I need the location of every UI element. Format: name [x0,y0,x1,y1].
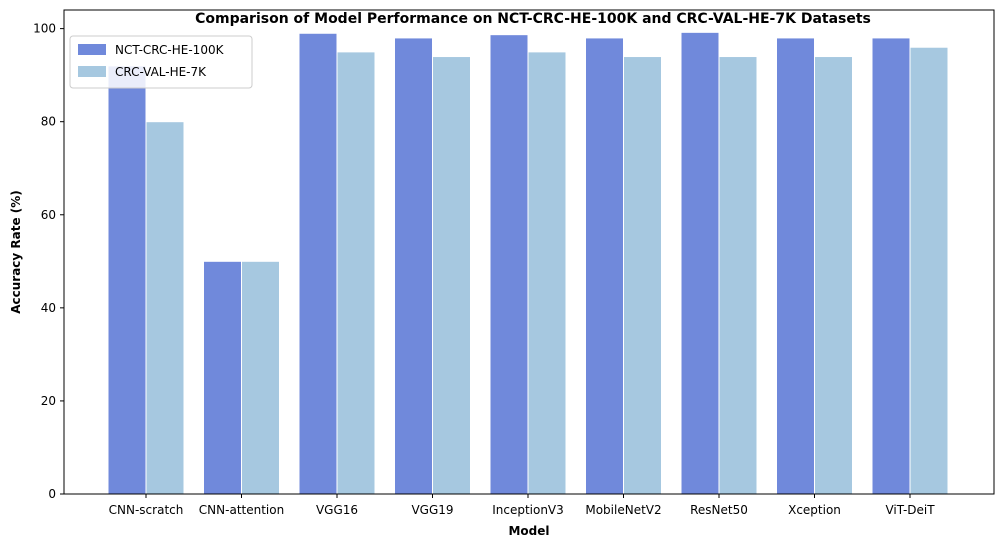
bar-nct-resnet50 [680,31,720,495]
x-tick-label: ResNet50 [690,503,748,517]
y-tick-label: 20 [41,394,56,408]
y-tick-label: 40 [41,301,56,315]
bar-crc-cnn-scratch [145,121,185,495]
plot-frame [63,9,995,495]
legend-label: CRC-VAL-HE-7K [115,65,207,79]
bar-nct-vgg19 [394,37,433,495]
y-tick-label: 60 [41,208,56,222]
chart-title: Comparison of Model Performance on NCT-C… [195,11,871,27]
bar-crc-inceptionv3 [527,51,567,495]
bar-nct-xception [776,37,815,495]
bar-crc-xception [814,56,853,495]
x-tick-label: ViT-DeiT [885,503,935,517]
x-tick-label: VGG19 [411,503,453,517]
legend-box [69,35,253,89]
bar-crc-resnet50 [718,56,758,495]
x-tick-label: CNN-attention [199,503,284,517]
x-tick-label: CNN-scratch [109,503,184,517]
x-tick-label: InceptionV3 [492,503,564,517]
bar-crc-vgg16 [336,51,376,495]
y-tick-label: 0 [48,487,56,501]
legend-swatch [78,44,106,55]
y-tick-label: 80 [41,115,56,129]
legend: NCT-CRC-HE-100K CRC-VAL-HE-7K [69,35,253,89]
bar-nct-mobilenetv2 [585,37,624,495]
legend-swatch [78,66,106,77]
y-tick-label: 100 [33,22,56,36]
x-tick-label: MobileNetV2 [585,503,661,517]
bar-nct-cnn-attention [203,260,242,495]
bar-crc-vgg19 [432,56,471,495]
legend-label: NCT-CRC-HE-100K [115,43,225,57]
bar-nct-cnn-scratch [107,65,147,495]
bar-crc-cnn-attention [241,260,280,495]
bar-nct-vit-deit [871,37,911,495]
bar-crc-mobilenetv2 [623,56,662,495]
bar-nct-vgg16 [298,32,338,495]
x-tick-label: Xception [788,503,841,517]
plot-area: 0 20 40 60 80 100 CNN-scratch CNN-attention VGG1… [33,22,949,517]
x-tick-label: VGG16 [316,503,358,517]
bar-nct-inceptionv3 [489,34,529,495]
x-axis-label: Model [508,524,549,538]
bar-crc-vit-deit [909,46,949,495]
y-axis-label: Accuracy Rate (%) [9,190,23,314]
